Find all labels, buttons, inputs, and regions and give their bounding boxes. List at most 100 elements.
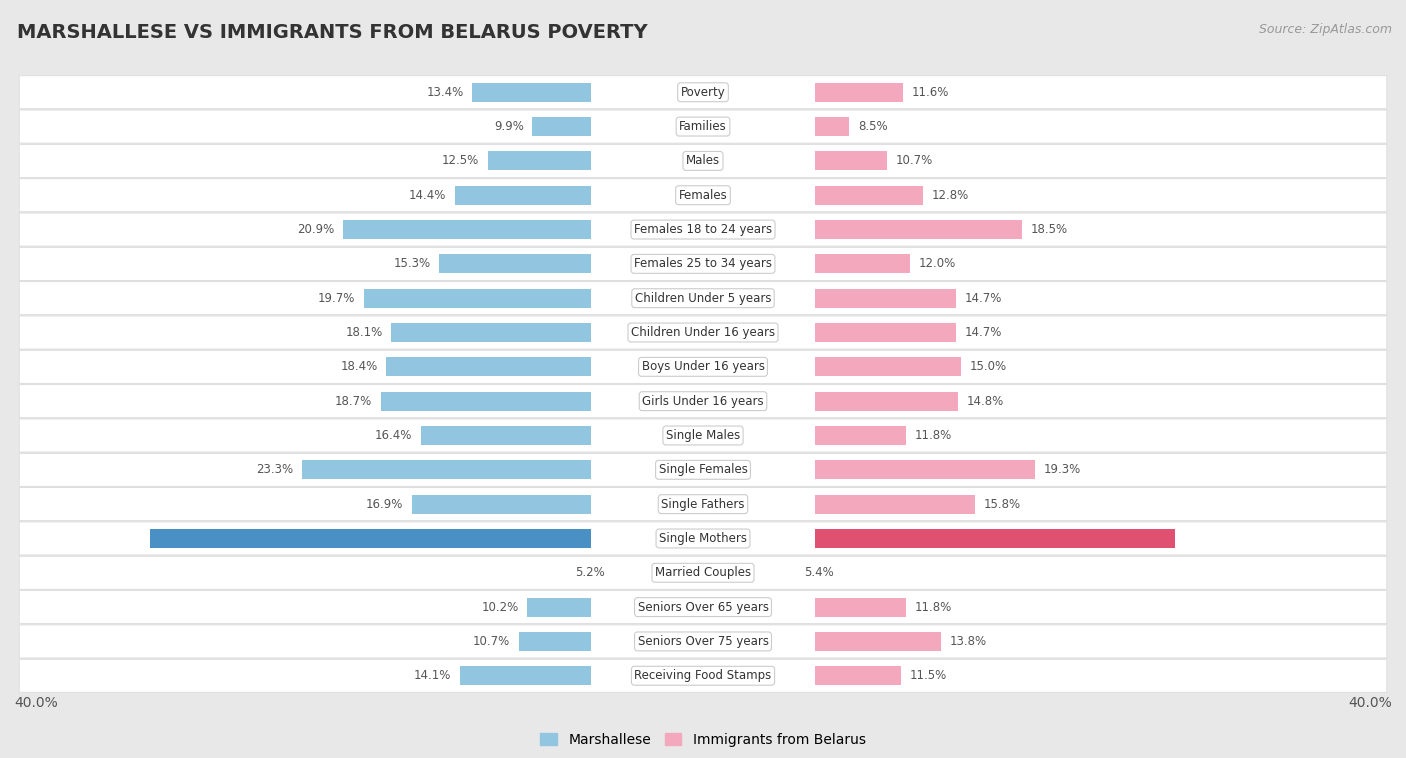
Text: 11.8%: 11.8% xyxy=(915,429,952,442)
FancyBboxPatch shape xyxy=(20,590,1386,624)
Bar xyxy=(456,186,591,205)
Bar xyxy=(815,358,962,376)
Bar xyxy=(815,666,901,685)
Legend: Marshallese, Immigrants from Belarus: Marshallese, Immigrants from Belarus xyxy=(534,727,872,752)
FancyBboxPatch shape xyxy=(20,316,1386,349)
Text: 14.8%: 14.8% xyxy=(966,395,1004,408)
Text: 10.7%: 10.7% xyxy=(472,635,510,648)
Text: Poverty: Poverty xyxy=(681,86,725,99)
Bar xyxy=(150,529,591,548)
Text: 18.4%: 18.4% xyxy=(340,360,377,374)
Bar xyxy=(815,220,1022,239)
Bar xyxy=(412,495,591,514)
Text: 18.5%: 18.5% xyxy=(1031,223,1067,236)
Bar xyxy=(343,220,591,239)
Bar xyxy=(815,460,1035,479)
Text: 19.3%: 19.3% xyxy=(1045,463,1081,476)
Text: Single Mothers: Single Mothers xyxy=(659,532,747,545)
Bar xyxy=(387,358,591,376)
FancyBboxPatch shape xyxy=(20,453,1386,487)
Bar xyxy=(815,323,956,342)
Text: Males: Males xyxy=(686,155,720,168)
Bar xyxy=(488,152,591,171)
Text: 18.1%: 18.1% xyxy=(346,326,382,339)
Text: 10.2%: 10.2% xyxy=(481,600,519,614)
Text: 16.9%: 16.9% xyxy=(366,498,404,511)
Bar xyxy=(815,152,887,171)
FancyBboxPatch shape xyxy=(20,350,1386,384)
Bar xyxy=(815,426,907,445)
FancyBboxPatch shape xyxy=(20,556,1386,589)
Bar xyxy=(533,117,591,136)
Text: 8.5%: 8.5% xyxy=(858,120,887,133)
Bar xyxy=(815,83,903,102)
FancyBboxPatch shape xyxy=(20,522,1386,555)
Text: 32.1%: 32.1% xyxy=(101,532,142,545)
FancyBboxPatch shape xyxy=(20,179,1386,211)
Bar xyxy=(527,597,591,616)
Text: 23.3%: 23.3% xyxy=(256,463,292,476)
Bar xyxy=(472,83,591,102)
Text: 11.5%: 11.5% xyxy=(910,669,946,682)
Bar xyxy=(302,460,591,479)
Bar xyxy=(815,255,910,274)
Bar xyxy=(815,632,941,651)
Text: 14.4%: 14.4% xyxy=(409,189,446,202)
Text: 15.3%: 15.3% xyxy=(394,258,430,271)
Bar xyxy=(815,186,924,205)
Text: 20.9%: 20.9% xyxy=(297,223,335,236)
Text: Single Males: Single Males xyxy=(666,429,740,442)
Text: Females 25 to 34 years: Females 25 to 34 years xyxy=(634,258,772,271)
FancyBboxPatch shape xyxy=(20,247,1386,280)
FancyBboxPatch shape xyxy=(20,282,1386,315)
FancyBboxPatch shape xyxy=(20,385,1386,418)
Bar xyxy=(815,529,1175,548)
Text: 5.2%: 5.2% xyxy=(575,566,605,579)
Text: Seniors Over 65 years: Seniors Over 65 years xyxy=(637,600,769,614)
Text: 40.0%: 40.0% xyxy=(1348,696,1392,709)
Text: 40.0%: 40.0% xyxy=(14,696,58,709)
Text: Girls Under 16 years: Girls Under 16 years xyxy=(643,395,763,408)
Text: Source: ZipAtlas.com: Source: ZipAtlas.com xyxy=(1258,23,1392,36)
Text: Boys Under 16 years: Boys Under 16 years xyxy=(641,360,765,374)
Bar xyxy=(460,666,591,685)
Bar xyxy=(815,289,956,308)
Text: Females 18 to 24 years: Females 18 to 24 years xyxy=(634,223,772,236)
Bar xyxy=(519,632,591,651)
Text: 15.8%: 15.8% xyxy=(984,498,1021,511)
Text: 9.9%: 9.9% xyxy=(494,120,524,133)
Bar xyxy=(815,597,907,616)
FancyBboxPatch shape xyxy=(20,110,1386,143)
Text: 5.4%: 5.4% xyxy=(804,566,834,579)
Text: 14.7%: 14.7% xyxy=(965,326,1002,339)
FancyBboxPatch shape xyxy=(20,659,1386,692)
Text: Families: Families xyxy=(679,120,727,133)
FancyBboxPatch shape xyxy=(20,487,1386,521)
Text: 27.4%: 27.4% xyxy=(1184,532,1225,545)
Bar xyxy=(420,426,591,445)
FancyBboxPatch shape xyxy=(20,76,1386,108)
Text: MARSHALLESE VS IMMIGRANTS FROM BELARUS POVERTY: MARSHALLESE VS IMMIGRANTS FROM BELARUS P… xyxy=(17,23,648,42)
Bar xyxy=(440,255,591,274)
Bar xyxy=(815,392,957,411)
Text: Children Under 5 years: Children Under 5 years xyxy=(634,292,772,305)
Bar xyxy=(815,495,976,514)
Bar xyxy=(391,323,591,342)
Text: 11.8%: 11.8% xyxy=(915,600,952,614)
FancyBboxPatch shape xyxy=(20,625,1386,658)
Text: 14.7%: 14.7% xyxy=(965,292,1002,305)
Text: 12.8%: 12.8% xyxy=(932,189,969,202)
Text: 14.1%: 14.1% xyxy=(415,669,451,682)
Text: Seniors Over 75 years: Seniors Over 75 years xyxy=(637,635,769,648)
Text: Children Under 16 years: Children Under 16 years xyxy=(631,326,775,339)
Text: 18.7%: 18.7% xyxy=(335,395,373,408)
Text: Single Fathers: Single Fathers xyxy=(661,498,745,511)
FancyBboxPatch shape xyxy=(20,419,1386,452)
Text: Single Females: Single Females xyxy=(658,463,748,476)
Text: 13.4%: 13.4% xyxy=(426,86,464,99)
Text: 15.0%: 15.0% xyxy=(970,360,1007,374)
Text: 19.7%: 19.7% xyxy=(318,292,356,305)
Text: 12.5%: 12.5% xyxy=(441,155,479,168)
Text: 10.7%: 10.7% xyxy=(896,155,934,168)
Text: 12.0%: 12.0% xyxy=(918,258,956,271)
